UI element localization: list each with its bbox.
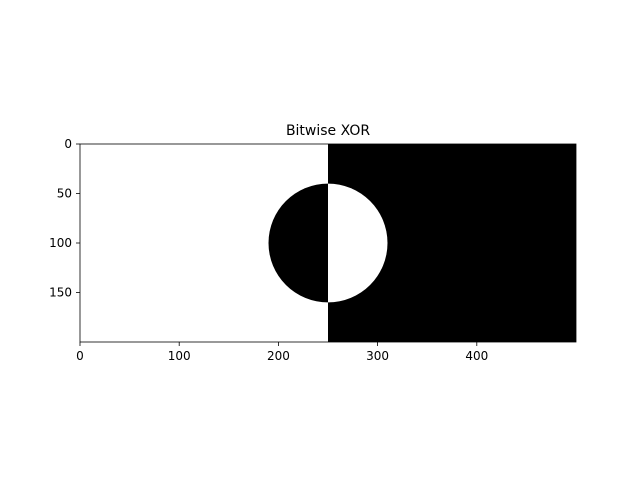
x-tick-label: 100 [168,349,191,363]
x-tick-label: 300 [366,349,389,363]
y-tick-label: 0 [64,137,72,151]
circle-right-half [328,183,388,303]
circle-left-half [268,183,328,303]
image-plot [79,143,577,343]
x-axis: 0 100 200 300 400 [76,342,488,363]
y-axis: 0 50 100 150 [49,137,80,300]
y-tick-label: 100 [49,236,72,250]
x-tick-label: 400 [465,349,488,363]
y-tick-label: 150 [49,286,72,300]
y-tick-label: 50 [57,187,72,201]
x-tick-label: 200 [267,349,290,363]
chart-title: Bitwise XOR [286,123,370,139]
x-tick-label: 0 [76,349,84,363]
